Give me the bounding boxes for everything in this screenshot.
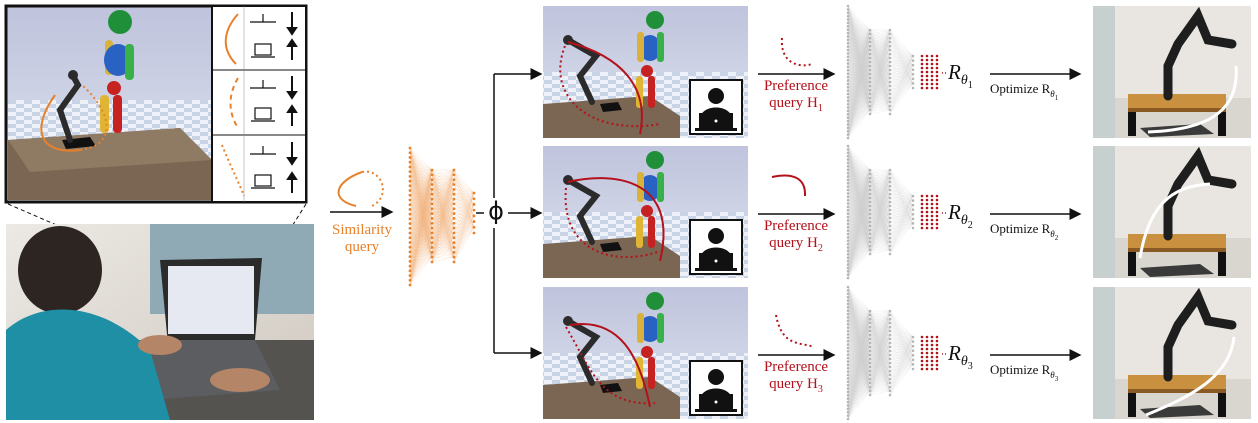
- robot-photo-3: [1093, 287, 1251, 419]
- preference-label-line2: query H3: [769, 376, 823, 396]
- row-sim-torso: [639, 175, 661, 201]
- user-person-laptop-icon: [689, 360, 743, 416]
- user-woman-laptop-icon: [689, 79, 743, 135]
- robot-trajectory: [1145, 336, 1236, 417]
- optimize-text: Optimize R: [990, 81, 1051, 96]
- optimize-subsubscript: 1: [1054, 93, 1059, 102]
- row-sim-head: [646, 292, 664, 310]
- optimize-subscript: θ1: [1050, 88, 1059, 102]
- row-sim-torso: [639, 35, 661, 61]
- robot-photo-1: [1093, 6, 1251, 138]
- row-sim-arm-right: [657, 172, 664, 202]
- row-sim-leg-right: [648, 357, 655, 389]
- similarity-label: Similarity query: [322, 222, 402, 257]
- reward-symbol: R: [948, 60, 961, 84]
- reward-subscript: θ3: [960, 354, 973, 372]
- row-sim-pelvis: [641, 205, 653, 217]
- embedding-phi: ϕ: [488, 197, 504, 225]
- optimize-text: Optimize R: [990, 221, 1051, 236]
- reward-symbol: R: [948, 200, 961, 224]
- similarity-trajectory-icon: [337, 171, 363, 207]
- optimize-subsubscript: 2: [1054, 233, 1059, 242]
- row-trajectory-solid: [567, 41, 643, 135]
- robot-trajectory: [1147, 65, 1238, 134]
- row-trajectory-dotted: [565, 326, 656, 405]
- optimize-subscript: θ2: [1050, 228, 1059, 242]
- optimize-subscript: θ3: [1050, 369, 1059, 383]
- reward-symbol: R: [948, 341, 961, 365]
- robot-photo-2: [1093, 146, 1251, 278]
- pref-sketch-icon: [771, 174, 807, 197]
- reward-network: [846, 144, 946, 280]
- reward-label-2: Rθ2: [948, 200, 973, 231]
- reward-network: [846, 4, 946, 140]
- row-trajectory-solid: [567, 177, 665, 262]
- row-sim-gripper: [563, 175, 573, 185]
- optimize-label-3: Optimize Rθ3: [990, 362, 1090, 383]
- reward-label-3: Rθ3: [948, 341, 973, 372]
- row-sim-leg-right: [648, 216, 655, 248]
- row-sim-head: [646, 151, 664, 169]
- similarity-label-line2: query: [344, 239, 380, 256]
- optimize-text: Optimize R: [990, 362, 1051, 377]
- preference-label-line2: query H2: [769, 235, 823, 255]
- row-sim-robot-arm: [565, 177, 601, 245]
- row-sim-table: [543, 236, 680, 278]
- row-sim-robot-arm: [565, 318, 601, 386]
- row-trajectory-solid: [569, 322, 651, 408]
- row-sim-pelvis: [641, 346, 653, 358]
- user-row-1: [543, 4, 1251, 140]
- preference-label-line1: Preference: [763, 359, 829, 375]
- row-sim-arm-left: [637, 32, 644, 62]
- optimize-subsubscript: 3: [1054, 374, 1059, 383]
- preference-subscript: 2: [817, 243, 823, 255]
- user-rows: [543, 4, 1251, 421]
- pref-sketch-icon: [780, 37, 813, 67]
- user-row-2: [543, 144, 1251, 280]
- row-sim-arm-right: [657, 313, 664, 343]
- optimize-label-2: Optimize Rθ2: [990, 221, 1090, 242]
- reward-network: [846, 285, 946, 421]
- reward-label-1: Rθ1: [948, 60, 973, 91]
- preference-label-line1: Preference: [763, 218, 829, 234]
- row-sim-head: [646, 11, 664, 29]
- user-photo: [6, 224, 314, 420]
- robot-trajectory: [1138, 182, 1211, 259]
- similarity-label-line1: Similarity: [332, 222, 392, 238]
- row-sim-laptop: [600, 242, 622, 252]
- preference-label-line1: Preference: [763, 78, 829, 94]
- preference-label-line2: query H1: [769, 95, 823, 115]
- user-man-laptop-icon: [689, 219, 743, 275]
- reward-subsubscript: 2: [967, 219, 973, 231]
- user-row-3: [543, 285, 1251, 421]
- similarity-network: [408, 146, 476, 287]
- row-trajectory-dotted: [564, 187, 661, 258]
- row-sim-laptop: [600, 383, 622, 393]
- row-sim-torso: [639, 316, 661, 342]
- preference-subscript: 1: [817, 103, 823, 115]
- row-sim-arm-left: [637, 313, 644, 343]
- row-sim-arm-right: [657, 32, 664, 62]
- trajectory-panel: [211, 5, 307, 203]
- reward-subscript: θ2: [960, 213, 973, 231]
- reward-subsubscript: 3: [967, 360, 973, 372]
- row-sim-robot-arm: [565, 37, 601, 105]
- row-sim-leg-left: [636, 216, 643, 248]
- preference-label-2: Preference query H2: [748, 218, 844, 255]
- row-sim-gripper: [563, 316, 573, 326]
- similarity-trajectory-dashed: [361, 170, 384, 207]
- row-sim-leg-right: [648, 76, 655, 108]
- row-sim-leg-left: [636, 76, 643, 108]
- preference-subscript: 3: [817, 384, 823, 396]
- pref-sketch-icon: [775, 314, 815, 348]
- reward-subsubscript: 1: [967, 79, 973, 91]
- preference-label-3: Preference query H3: [748, 359, 844, 396]
- row-sim-laptop: [600, 102, 622, 112]
- reward-subscript: θ1: [960, 73, 973, 91]
- row-sim-leg-left: [636, 357, 643, 389]
- optimize-label-1: Optimize Rθ1: [990, 81, 1090, 102]
- preference-label-1: Preference query H1: [748, 78, 844, 115]
- row-sim-pelvis: [641, 65, 653, 77]
